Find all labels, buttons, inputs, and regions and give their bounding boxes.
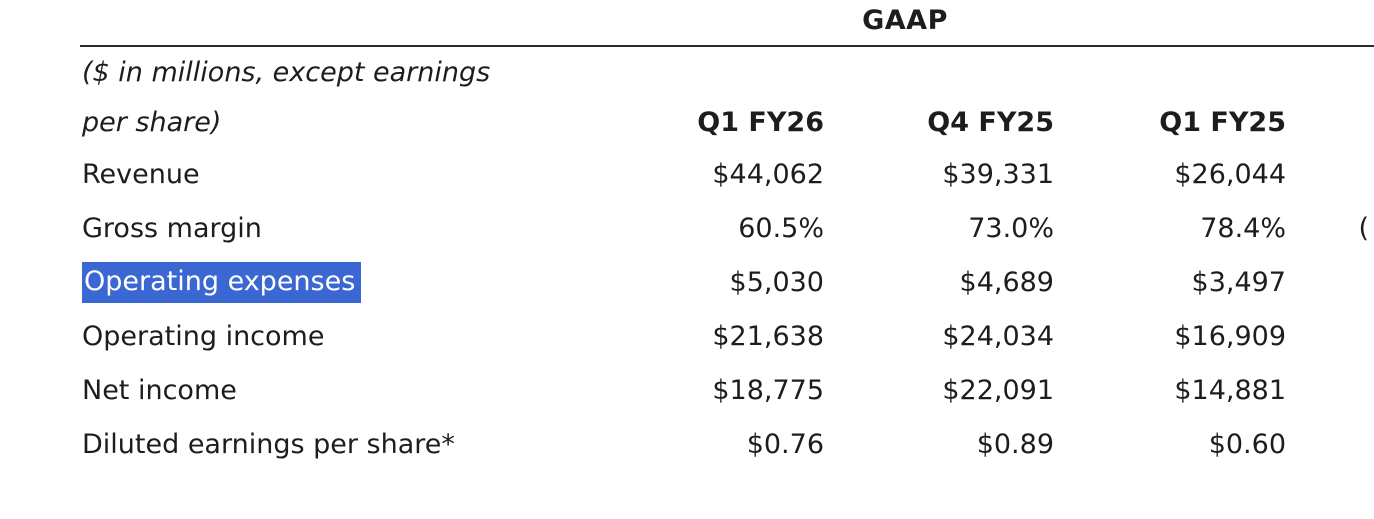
header-divider bbox=[80, 45, 1374, 47]
value-cell: $14,881 bbox=[1174, 374, 1286, 406]
row-label: Net income bbox=[82, 374, 237, 406]
value-cell: 73.0% bbox=[968, 212, 1054, 244]
column-header-row: per share) Q1 FY26 Q4 FY25 Q1 FY25 bbox=[0, 97, 1374, 147]
row-label: Operating expenses bbox=[82, 261, 642, 303]
value-cell: $22,091 bbox=[942, 374, 1054, 406]
table-group-header-row: GAAP bbox=[0, 0, 1374, 45]
row-label: Revenue bbox=[82, 158, 200, 190]
value-cell: $21,638 bbox=[712, 320, 824, 352]
table-row-operating-income: Operating income $21,638 $24,034 $16,909 bbox=[0, 309, 1374, 363]
table-row-net-income: Net income $18,775 $22,091 $14,881 bbox=[0, 363, 1374, 417]
value-cell: $18,775 bbox=[712, 374, 824, 406]
value-cell: $39,331 bbox=[942, 158, 1054, 190]
row-label: Gross margin bbox=[82, 212, 262, 244]
column-header-q1fy26: Q1 FY26 bbox=[697, 106, 824, 138]
value-cell: $0.76 bbox=[746, 428, 824, 460]
column-header-q1fy25: Q1 FY25 bbox=[1159, 106, 1286, 138]
value-cell: $44,062 bbox=[712, 158, 824, 190]
units-note-line2: per share) bbox=[82, 106, 222, 138]
value-cell: $24,034 bbox=[942, 320, 1054, 352]
truncated-next-column-text: ( bbox=[1358, 212, 1369, 244]
gaap-group-header: GAAP bbox=[862, 5, 948, 36]
row-label: Diluted earnings per share* bbox=[82, 428, 455, 460]
value-cell: $5,030 bbox=[729, 266, 824, 298]
table-row-revenue: Revenue $44,062 $39,331 $26,044 bbox=[0, 147, 1374, 201]
value-cell: $16,909 bbox=[1174, 320, 1286, 352]
column-header-q4fy25: Q4 FY25 bbox=[927, 106, 1054, 138]
selected-text: Operating expenses bbox=[82, 261, 362, 303]
value-cell: 78.4% bbox=[1200, 212, 1286, 244]
units-note-line1: ($ in millions, except earnings bbox=[82, 56, 491, 88]
value-cell: $26,044 bbox=[1174, 158, 1286, 190]
units-note-row: ($ in millions, except earnings bbox=[0, 47, 1374, 97]
row-label: Operating income bbox=[82, 320, 325, 352]
value-cell: 60.5% bbox=[738, 212, 824, 244]
value-cell: $0.89 bbox=[976, 428, 1054, 460]
value-cell: $3,497 bbox=[1191, 266, 1286, 298]
value-cell: $4,689 bbox=[959, 266, 1054, 298]
table-row-operating-expenses: Operating expenses $5,030 $4,689 $3,497 bbox=[0, 255, 1374, 309]
table-row-gross-margin: Gross margin 60.5% 73.0% 78.4% ( bbox=[0, 201, 1374, 255]
value-cell: $0.60 bbox=[1208, 428, 1286, 460]
table-row-diluted-eps: Diluted earnings per share* $0.76 $0.89 … bbox=[0, 417, 1374, 471]
